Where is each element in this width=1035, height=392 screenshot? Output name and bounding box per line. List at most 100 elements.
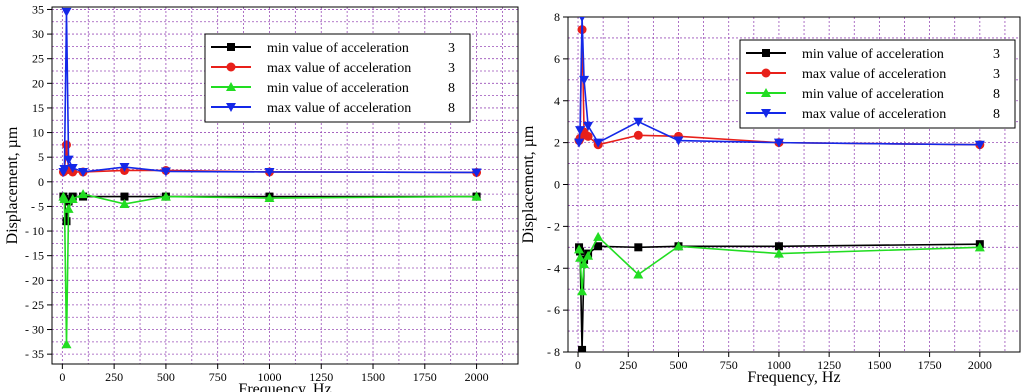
data-point bbox=[160, 167, 171, 177]
legend-label: min value of acceleration bbox=[802, 47, 944, 62]
legend-label: min value of acceleration bbox=[267, 41, 409, 56]
x-tick-label: 250 bbox=[105, 370, 123, 384]
legend-value: 8 bbox=[993, 87, 1000, 102]
legend-label: min value of acceleration bbox=[802, 87, 944, 102]
y-tick-label: - 15 bbox=[25, 249, 44, 263]
data-point bbox=[264, 167, 275, 177]
data-point bbox=[594, 242, 603, 251]
data-point bbox=[634, 243, 643, 252]
x-tick-label: 0 bbox=[575, 358, 581, 372]
data-point bbox=[62, 217, 71, 226]
y-tick-label: - 30 bbox=[25, 323, 44, 337]
data-point bbox=[774, 242, 783, 251]
series-3 bbox=[58, 189, 482, 349]
data-point bbox=[78, 167, 89, 177]
x-tick-label: 500 bbox=[157, 370, 175, 384]
legend-value: 8 bbox=[993, 107, 1000, 122]
y-tick-label: - 25 bbox=[25, 298, 44, 312]
data-point bbox=[633, 117, 644, 127]
legend-marker bbox=[761, 68, 771, 78]
y-tick-label: 20 bbox=[32, 76, 44, 90]
legend: min value of acceleration 3 max value of a… bbox=[204, 33, 471, 123]
data-point bbox=[575, 252, 586, 262]
data-point bbox=[67, 164, 78, 174]
legend-label: max value of acceleration bbox=[267, 61, 411, 76]
series-3 bbox=[574, 231, 985, 296]
y-tick-label: - 6 bbox=[547, 303, 560, 317]
legend-marker bbox=[227, 43, 235, 51]
data-point bbox=[471, 168, 482, 178]
data-point bbox=[773, 138, 784, 148]
x-tick-label: 500 bbox=[669, 358, 687, 372]
legend-marker bbox=[226, 62, 236, 72]
data-point bbox=[63, 155, 74, 165]
x-tick-label: 1000 bbox=[257, 370, 281, 384]
legend-label: max value of acceleration bbox=[802, 107, 946, 122]
data-point bbox=[574, 138, 585, 148]
y-tick-label: - 5 bbox=[31, 199, 44, 213]
data-point bbox=[673, 241, 684, 251]
series-line bbox=[578, 17, 980, 146]
legend-marker bbox=[762, 49, 770, 57]
x-axis-label: Frequency, Hz bbox=[238, 381, 331, 392]
x-tick-label: 1250 bbox=[309, 370, 333, 384]
y-tick-label: 4 bbox=[554, 94, 560, 108]
data-point bbox=[67, 194, 78, 204]
data-point bbox=[59, 194, 70, 204]
data-point bbox=[61, 7, 72, 17]
data-point bbox=[119, 198, 130, 208]
x-tick-label: 1500 bbox=[361, 370, 385, 384]
data-point bbox=[471, 191, 482, 201]
legend-value: 8 bbox=[448, 81, 455, 96]
data-point bbox=[61, 140, 71, 150]
y-tick-label: 30 bbox=[32, 27, 44, 41]
y-tick-label: 25 bbox=[32, 52, 44, 66]
data-point bbox=[593, 231, 604, 241]
data-point bbox=[633, 130, 643, 140]
chart-1: 0 250 500 750 1000 1250 1500 1750 20003530252015… bbox=[4, 2, 519, 392]
legend-marker bbox=[761, 88, 771, 97]
legend-value: 3 bbox=[448, 61, 455, 76]
legend-marker bbox=[761, 109, 771, 118]
y-tick-label: 8 bbox=[554, 10, 560, 24]
legend-value: 3 bbox=[448, 41, 455, 56]
data-point bbox=[579, 75, 590, 85]
y-tick-label: 0 bbox=[554, 178, 560, 192]
x-tick-label: 1750 bbox=[413, 370, 437, 384]
data-point bbox=[63, 203, 74, 213]
y-tick-label: - 4 bbox=[547, 261, 560, 275]
data-point bbox=[974, 242, 985, 252]
series-4 bbox=[58, 7, 482, 178]
y-tick-label: 15 bbox=[32, 101, 44, 115]
y-tick-label: - 10 bbox=[25, 224, 44, 238]
x-axis-label: Frequency, Hz bbox=[747, 369, 840, 386]
data-point bbox=[59, 165, 70, 175]
legend-label: max value of acceleration bbox=[267, 101, 411, 116]
data-point bbox=[264, 193, 275, 203]
y-tick-label: 6 bbox=[554, 52, 560, 66]
x-tick-label: 0 bbox=[59, 370, 65, 384]
x-tick-label: 1250 bbox=[817, 358, 841, 372]
data-point bbox=[119, 163, 130, 173]
x-tick-label: 1000 bbox=[767, 358, 791, 372]
y-tick-label: 0 bbox=[38, 175, 44, 189]
legend-value: 3 bbox=[993, 47, 1000, 62]
x-tick-label: 2000 bbox=[968, 358, 992, 372]
x-tick-label: 1750 bbox=[918, 358, 942, 372]
data-point bbox=[633, 269, 644, 279]
y-tick-label: 10 bbox=[32, 126, 44, 140]
data-point bbox=[575, 126, 586, 136]
y-tick-label: 35 bbox=[32, 2, 44, 16]
y-tick-label: 5 bbox=[38, 150, 44, 164]
data-point bbox=[577, 286, 588, 296]
data-point bbox=[78, 189, 89, 199]
y-tick-label: - 20 bbox=[25, 273, 44, 287]
legend-box bbox=[739, 39, 1016, 129]
data-point bbox=[974, 140, 985, 150]
y-tick-label: - 2 bbox=[547, 219, 560, 233]
legend-label: min value of acceleration bbox=[267, 81, 409, 96]
x-tick-label: 1500 bbox=[867, 358, 891, 372]
y-tick-label: - 35 bbox=[25, 347, 44, 361]
x-tick-label: 750 bbox=[720, 358, 738, 372]
data-point bbox=[574, 244, 585, 254]
